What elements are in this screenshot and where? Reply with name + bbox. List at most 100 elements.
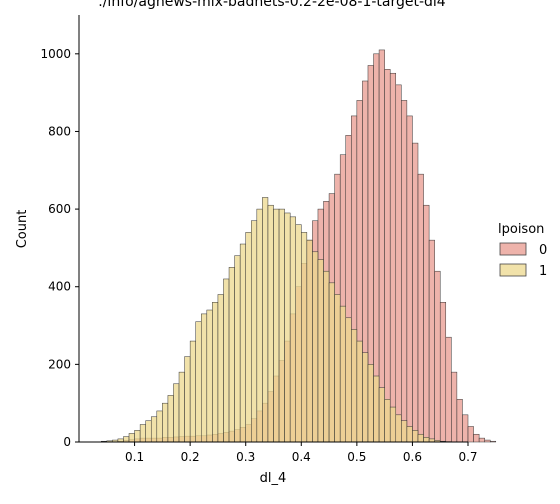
bar-series-1-bin-23	[229, 267, 235, 442]
bar-series-1-bin-54	[401, 421, 407, 442]
bar-series-0-bin-68	[479, 438, 485, 442]
bar-series-1-bin-47	[362, 353, 368, 442]
legend-swatch-1	[500, 264, 526, 276]
y-tick-label-1: 200	[48, 357, 71, 371]
bar-series-1-bin-44	[346, 318, 352, 442]
bar-series-1-bin-28	[257, 209, 263, 442]
legend-swatch-0	[500, 243, 526, 255]
bar-series-1-bin-30	[268, 205, 274, 442]
bar-series-0-bin-64	[457, 399, 463, 442]
bar-series-1-bin-18	[201, 314, 207, 442]
legend-title: lpoison	[498, 222, 544, 237]
x-tick-label-6: 0.7	[458, 450, 477, 464]
bar-series-1-bin-6	[135, 430, 141, 442]
bar-series-1-bin-31	[274, 209, 280, 442]
x-tick-label-5: 0.6	[403, 450, 422, 464]
bar-series-1-bin-55	[407, 426, 413, 442]
bar-series-1-bin-37	[307, 240, 313, 442]
bar-series-1-bin-49	[374, 376, 380, 442]
bar-series-1-bin-40	[324, 271, 330, 442]
bar-series-0-bin-61	[440, 302, 446, 442]
bar-series-0-bin-59	[429, 240, 435, 442]
bar-series-0-bin-55	[407, 116, 413, 442]
bar-series-0-bin-70	[490, 441, 496, 442]
bar-series-1-bin-24	[235, 256, 241, 442]
chart-title: ./info/agnews-mix-badnets-0.2-2e-08-1-ta…	[98, 0, 446, 10]
bar-series-1-bin-11	[162, 403, 168, 442]
bar-series-1-bin-10	[157, 411, 163, 442]
y-tick-label-0: 0	[63, 435, 71, 449]
bar-series-1-bin-27	[251, 221, 257, 442]
bar-series-1-bin-22	[223, 279, 229, 442]
bar-series-0-bin-52	[390, 73, 396, 442]
bar-series-1-bin-29	[262, 197, 268, 442]
bar-series-0-bin-54	[401, 100, 407, 442]
bar-series-1-bin-51	[385, 399, 391, 442]
bar-series-1-bin-50	[379, 388, 385, 442]
x-tick-label-2: 0.3	[236, 450, 255, 464]
bar-series-0-bin-50	[379, 50, 385, 442]
bar-series-1-bin-7	[140, 425, 146, 442]
y-tick-label-5: 1000	[40, 47, 71, 61]
bar-series-1-bin-33	[285, 213, 291, 442]
bar-series-1-bin-4	[123, 437, 129, 442]
x-tick-label-0: 0.1	[125, 450, 144, 464]
bar-series-0-bin-58	[424, 205, 430, 442]
bar-series-1-bin-38	[312, 252, 318, 442]
bar-series-1-bin-19	[207, 310, 213, 442]
bar-series-1-bin-42	[335, 294, 341, 442]
bar-series-0-bin-56	[412, 143, 418, 442]
bar-series-1-bin-25	[240, 244, 246, 442]
legend: lpoison 0 1	[498, 222, 547, 279]
bar-series-1-bin-5	[129, 433, 135, 442]
bar-series-1-bin-43	[340, 306, 346, 442]
bar-series-1-bin-8	[146, 421, 152, 442]
bar-series-1-bin-32	[279, 209, 285, 442]
bar-series-1-bin-26	[246, 232, 252, 442]
bar-series-1-bin-12	[168, 395, 174, 442]
bar-series-1-bin-41	[329, 283, 335, 442]
x-tick-label-1: 0.2	[181, 450, 200, 464]
bar-series-1-bin-34	[290, 217, 296, 442]
bar-series-1-bin-36	[301, 232, 307, 442]
bar-series-0-bin-69	[485, 440, 491, 442]
y-tick-label-2: 400	[48, 280, 71, 294]
bar-series-0-bin-65	[462, 415, 468, 442]
bar-series-0-bin-53	[396, 85, 402, 442]
bar-series-0-bin-51	[385, 69, 391, 442]
bar-series-1-bin-56	[412, 430, 418, 442]
bar-series-0-bin-66	[468, 426, 474, 442]
bar-series-1-bin-9	[151, 417, 157, 442]
bar-series-1-bin-17	[196, 322, 202, 442]
bar-series-1-bin-35	[296, 225, 302, 442]
bar-series-1-bin-16	[190, 341, 196, 442]
bar-series-1-bin-45	[351, 329, 357, 442]
bar-series-1-bin-20	[212, 302, 218, 442]
bar-series-1-bin-39	[318, 260, 324, 442]
bar-series-1-bin-46	[357, 341, 363, 442]
bar-series-0-bin-60	[435, 271, 441, 442]
bar-series-0-bin-62	[446, 337, 452, 442]
legend-label-0: 0	[539, 243, 547, 258]
x-tick-label-4: 0.5	[347, 450, 366, 464]
legend-label-1: 1	[539, 264, 547, 279]
bar-series-1-bin-13	[173, 384, 179, 442]
bar-series-1-bin-48	[368, 364, 374, 442]
bar-series-1-bin-21	[218, 294, 224, 442]
bar-series-1-bin-53	[396, 415, 402, 442]
y-tick-label-4: 800	[48, 124, 71, 138]
bar-series-1-bin-15	[185, 357, 191, 442]
x-tick-label-3: 0.4	[292, 450, 311, 464]
bar-series-0-bin-67	[474, 434, 480, 442]
bar-series-1-bin-58	[424, 437, 430, 442]
bar-series-1-bin-52	[390, 407, 396, 442]
y-tick-label-3: 600	[48, 202, 71, 216]
bar-series-0-bin-57	[418, 174, 424, 442]
bar-series-1-bin-57	[418, 434, 424, 442]
bar-series-0-bin-63	[451, 372, 457, 442]
bar-series-1-bin-14	[179, 372, 185, 442]
x-axis-label: dl_4	[260, 471, 287, 486]
y-axis-label: Count	[15, 210, 30, 249]
